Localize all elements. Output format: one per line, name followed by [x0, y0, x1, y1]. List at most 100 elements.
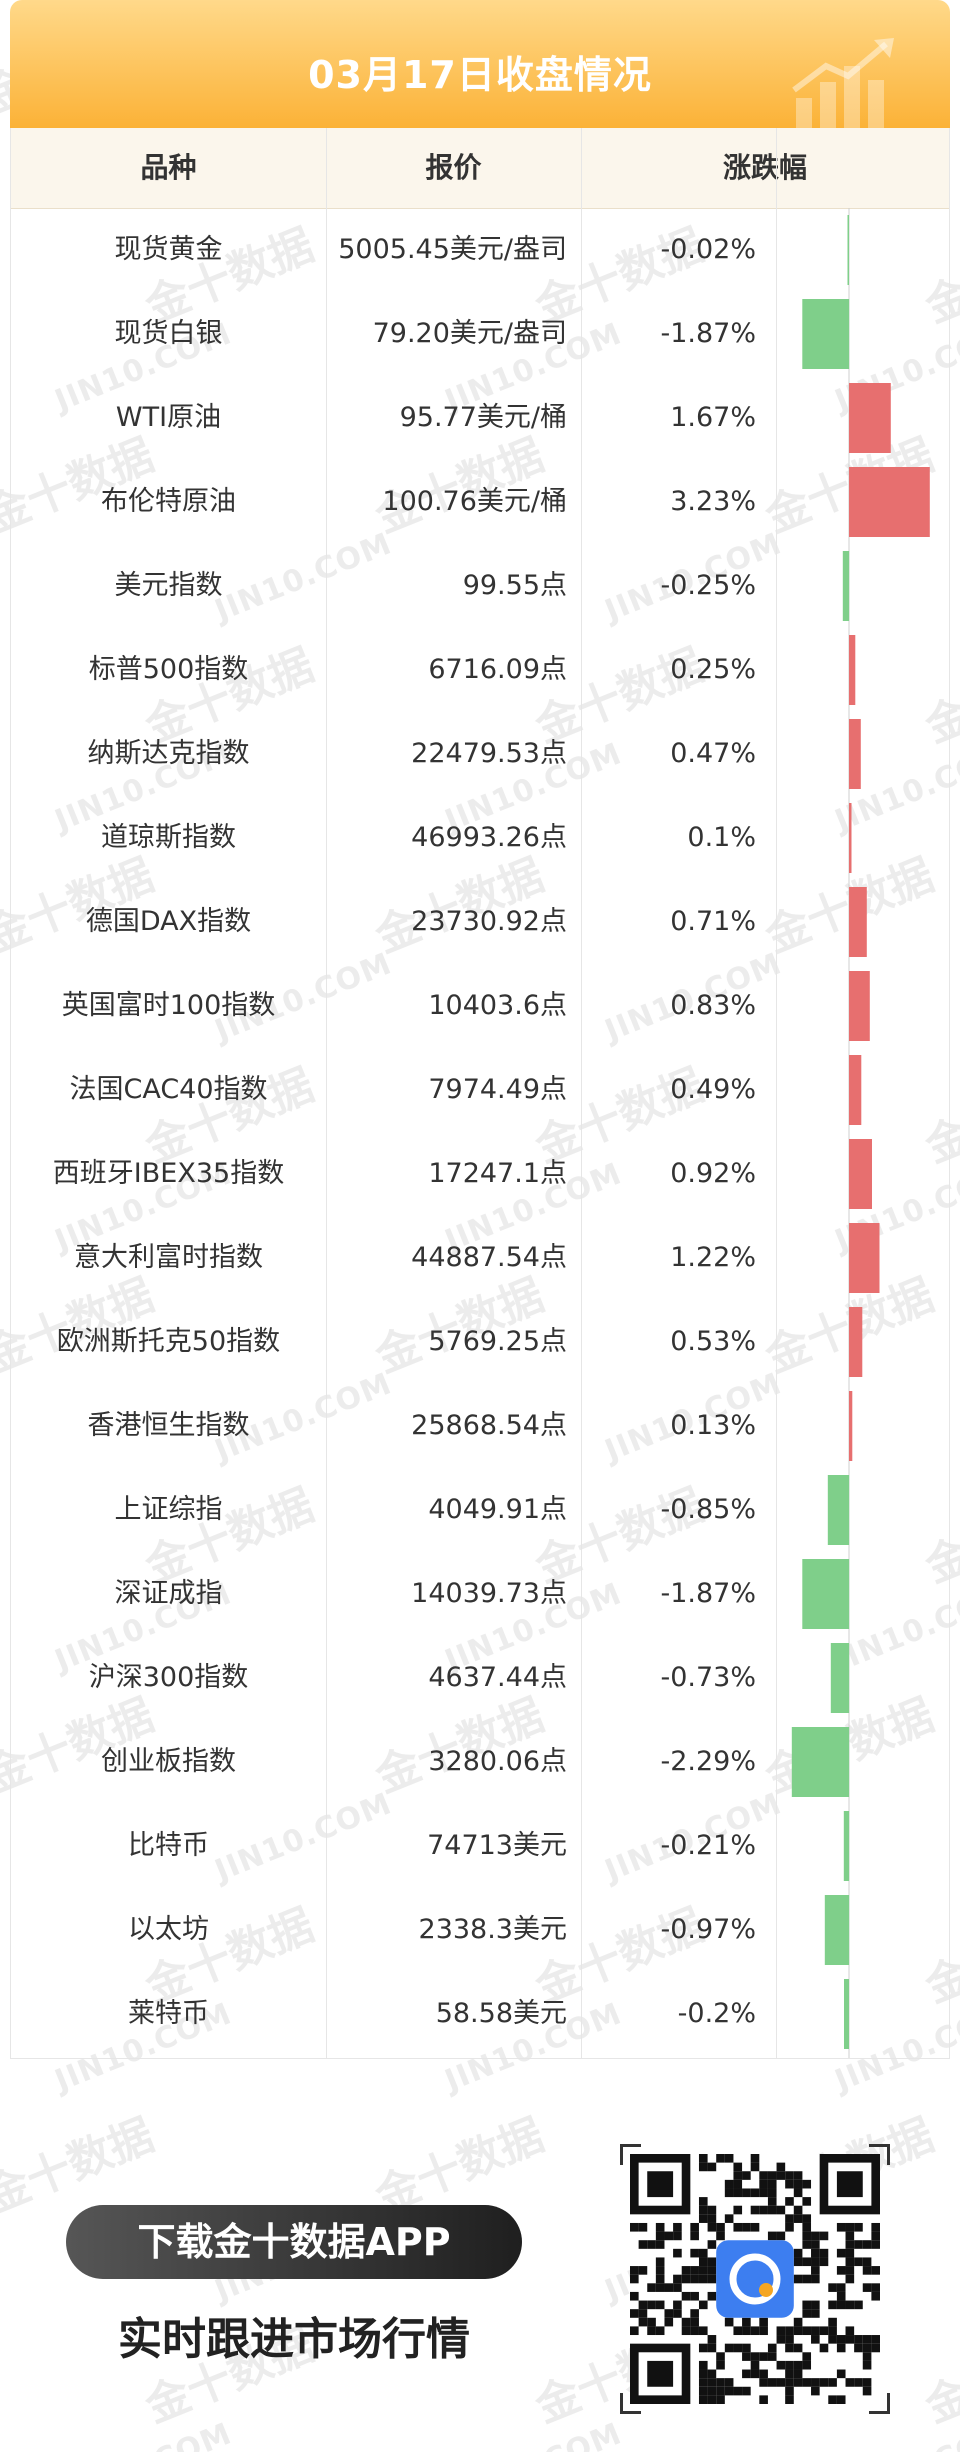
qr-module	[811, 2309, 820, 2318]
qr-module	[811, 2326, 820, 2336]
qr-module	[759, 2352, 768, 2361]
change-percent: -0.97%	[660, 1914, 756, 1945]
qr-module	[793, 2317, 803, 2327]
instrument-name: 英国富时100指数	[61, 990, 276, 1021]
qr-module	[742, 2171, 751, 2180]
change-bar	[802, 1559, 850, 1629]
download-app-button[interactable]: 下载金十数据APP	[66, 2205, 522, 2279]
qr-module	[698, 2343, 708, 2353]
quote-price: 99.55点	[462, 570, 567, 601]
qr-module	[811, 2248, 820, 2258]
change-bar	[849, 971, 870, 1041]
qr-module	[759, 2369, 768, 2379]
qr-module	[819, 2378, 829, 2387]
qr-module	[724, 2343, 734, 2353]
qr-module	[707, 2162, 717, 2172]
qr-module	[698, 2274, 708, 2284]
quote-price: 3280.06点	[428, 1746, 567, 1777]
qr-module	[811, 2266, 820, 2275]
qr-module	[647, 2300, 656, 2310]
qr-module	[785, 2335, 794, 2344]
qr-module	[707, 2214, 717, 2223]
qr-module	[819, 2343, 829, 2353]
qr-module	[819, 2231, 829, 2241]
instrument-name: 意大利富时指数	[74, 1242, 263, 1273]
qr-module	[836, 2283, 846, 2292]
qr-module	[655, 2266, 665, 2275]
qr-module	[828, 2300, 837, 2310]
qr-module	[655, 2257, 665, 2267]
change-percent: 0.71%	[670, 906, 756, 937]
instrument-name: 德国DAX指数	[85, 906, 252, 937]
qr-module	[811, 2240, 820, 2249]
qr-module	[785, 2360, 794, 2370]
qr-module	[716, 2231, 725, 2241]
promo-subtitle: 实时跟进市场行情	[118, 2314, 470, 2365]
qr-module	[862, 2378, 872, 2387]
qr-module	[690, 2291, 699, 2301]
qr-module	[655, 2222, 665, 2232]
qr-module	[716, 2378, 725, 2387]
qr-module	[655, 2274, 665, 2284]
qr-module	[733, 2188, 743, 2198]
change-bar	[827, 1475, 850, 1545]
qr-module	[690, 2309, 699, 2318]
change-bar	[849, 719, 861, 789]
qr-module	[690, 2231, 699, 2241]
watermark-text: JIN10.COM	[50, 2416, 236, 2452]
qr-module	[673, 2231, 682, 2241]
qr-module	[767, 2343, 777, 2353]
qr-module	[759, 2317, 768, 2327]
instrument-name: 道琼斯指数	[101, 822, 236, 853]
column-header-price: 报价	[425, 151, 482, 184]
change-bar	[843, 1811, 850, 1881]
qr-module	[707, 2335, 717, 2344]
change-bar-chart	[791, 208, 930, 2058]
qr-module	[698, 2248, 708, 2258]
title-bar: 03月17日收盘情况	[10, 0, 950, 128]
qr-module	[716, 2352, 725, 2361]
qr-module	[630, 2326, 639, 2336]
qr-module	[630, 2222, 639, 2232]
change-percent: 1.22%	[670, 1242, 756, 1273]
quote-price: 5769.25点	[428, 1326, 567, 1357]
quote-price: 17247.1点	[428, 1158, 567, 1189]
qr-module	[819, 2326, 829, 2336]
table-row: 英国富时100指数 10403.6点 0.83%	[11, 964, 949, 1048]
qr-module	[698, 2214, 708, 2223]
qr-module	[638, 2309, 648, 2318]
qr-module	[698, 2369, 708, 2379]
qr-module	[716, 2154, 725, 2163]
qr-module	[862, 2240, 872, 2249]
qr-module	[716, 2360, 725, 2370]
qr-module	[819, 2248, 829, 2258]
qr-module	[664, 2309, 674, 2318]
qr-module	[673, 2300, 682, 2310]
change-percent: 0.53%	[670, 1326, 756, 1357]
change-bar	[791, 1727, 850, 1797]
qr-module	[707, 2257, 717, 2267]
qr-module	[707, 2369, 717, 2379]
instrument-name: 深证成指	[114, 1578, 223, 1609]
change-percent: 0.49%	[670, 1074, 756, 1105]
qr-module	[733, 2386, 743, 2396]
qr-module	[733, 2179, 743, 2189]
qr-module	[673, 2283, 682, 2292]
app-logo-ring	[729, 2253, 781, 2305]
qr-module	[793, 2378, 803, 2387]
qr-module	[767, 2179, 777, 2189]
quote-price: 4637.44点	[428, 1662, 567, 1693]
qr-module	[793, 2274, 803, 2284]
qr-module	[707, 2291, 717, 2301]
table-row: 香港恒生指数 25868.54点 0.13%	[11, 1384, 949, 1468]
table-row: 法国CAC40指数 7974.49点 0.49%	[11, 1048, 949, 1132]
qr-module	[647, 2283, 656, 2292]
column-divider	[776, 128, 777, 2058]
qr-module	[698, 2360, 708, 2370]
qr-module	[698, 2386, 708, 2396]
column-divider	[581, 128, 582, 2058]
qr-module	[871, 2343, 880, 2353]
qr-finder	[836, 2171, 863, 2198]
qr-module	[811, 2300, 820, 2310]
qr-module	[785, 2386, 794, 2396]
